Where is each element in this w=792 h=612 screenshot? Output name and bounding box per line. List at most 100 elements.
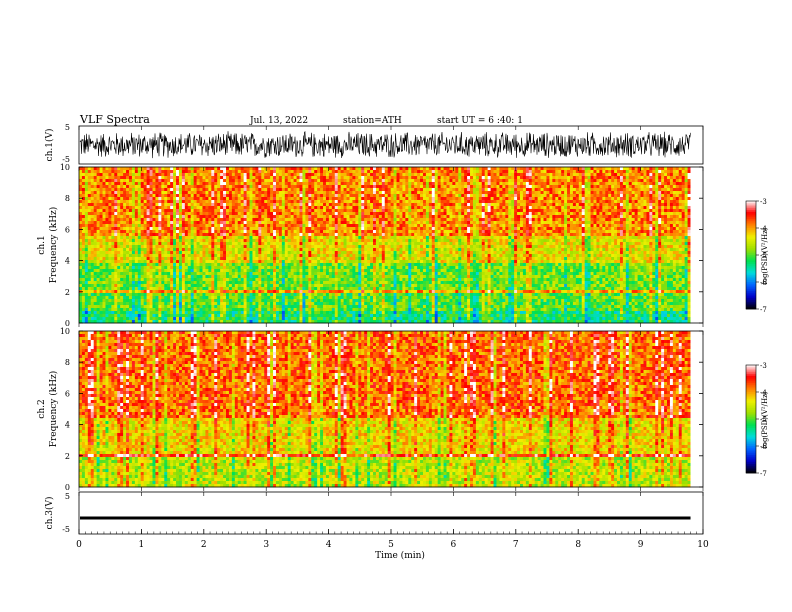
spectrogram-cell (249, 224, 253, 228)
spectrogram-cell (434, 185, 439, 189)
spectrogram-cell (111, 236, 115, 240)
spectrogram-cell (281, 230, 286, 234)
spectrogram-cell (611, 182, 615, 186)
spectrogram-cell (320, 209, 324, 213)
spectrogram-cell (87, 212, 92, 216)
spectrogram-cell (552, 236, 556, 240)
spectrogram-cell (596, 191, 600, 195)
spectrogram-cell (199, 218, 203, 222)
spectrogram-cell (617, 224, 621, 228)
spectrogram-cell (96, 224, 100, 228)
spectrogram-cell (617, 197, 621, 201)
spectrogram-cell (317, 185, 321, 189)
spectrogram-cell (320, 173, 324, 177)
spectrogram-cell (664, 188, 668, 192)
spectrogram-cell (672, 188, 677, 192)
spectrogram-cell (231, 176, 236, 180)
spectrogram-cell (572, 221, 577, 225)
spectrogram-cell (202, 218, 206, 222)
spectrogram-cell (672, 221, 677, 225)
spectrogram-cell (90, 176, 95, 180)
spectrogram-cell (367, 233, 371, 237)
spectrogram-cell (681, 209, 686, 213)
spectrogram-cell (458, 173, 462, 177)
spectrogram-cell (170, 215, 174, 219)
spectrogram-cell (337, 215, 342, 219)
spectrogram-cell (131, 209, 136, 213)
spectrogram-cell (669, 212, 674, 216)
spectrogram-cell (549, 230, 553, 234)
spectrogram-cell (658, 200, 662, 204)
spectrogram-cell (158, 236, 162, 240)
spectrogram-cell (211, 215, 215, 219)
spectrogram-cell (255, 188, 259, 192)
spectrogram-cell (317, 170, 321, 174)
spectrogram-cell (617, 218, 621, 222)
spectrogram-cell (508, 215, 512, 219)
spectrogram-cell (561, 209, 565, 213)
spectrogram-cell (270, 209, 274, 213)
spectrogram-cell (155, 176, 159, 180)
spectrogram-cell (305, 194, 309, 198)
spectrogram-cell (669, 167, 674, 171)
spectrogram-cell (264, 191, 268, 195)
spectrogram-cell (387, 176, 392, 180)
spectrogram-cell (402, 185, 406, 189)
spectrogram-cell (552, 212, 556, 216)
spectrogram-cell (417, 185, 421, 189)
spectrogram-cell (452, 194, 456, 198)
spectrogram-cell (375, 215, 380, 219)
spectrogram-cell (237, 218, 242, 222)
spectrogram-cell (649, 173, 653, 177)
spectrogram-cell (534, 224, 539, 228)
spectrogram-cell (231, 194, 236, 198)
spectrogram-cell (464, 236, 468, 240)
spectrogram-cell (390, 188, 394, 192)
spectrogram-cell (352, 218, 356, 222)
spectrogram-cell (208, 227, 212, 231)
spectrogram-cell (487, 176, 491, 180)
spectrogram-cell (667, 206, 671, 210)
spectrogram-cell (193, 176, 197, 180)
spectrogram-cell (105, 233, 109, 237)
spectrogram-cell (564, 170, 568, 174)
spectrogram-cell (311, 185, 315, 189)
spectrogram-cell (490, 197, 494, 201)
spectrogram-cell (208, 185, 212, 189)
spectrogram-cell (687, 191, 691, 195)
spectrogram-cell (87, 197, 92, 201)
spectrogram-cell (569, 194, 574, 198)
spectrogram-cell (234, 179, 239, 183)
spectrogram-cell (464, 215, 468, 219)
spectrogram-cell (402, 230, 406, 234)
spectrogram-cell (361, 209, 365, 213)
spectrogram-cell (81, 221, 86, 225)
spectrogram-cell (481, 209, 486, 213)
spectrogram-cell (619, 233, 624, 237)
spectrogram-cell (575, 212, 580, 216)
spectrogram-cell (178, 215, 183, 219)
spectrogram-cell (158, 209, 162, 213)
spectrogram-cell (231, 203, 236, 207)
spectrogram-cell (437, 185, 442, 189)
spectrogram-cell (675, 179, 680, 183)
spectrogram-cell (281, 176, 286, 180)
spectrogram-cell (170, 224, 174, 228)
spectrogram-cell (675, 191, 680, 195)
spectrogram-cell (522, 200, 527, 204)
spectrogram-cell (296, 233, 300, 237)
spectrogram-cell (355, 176, 359, 180)
spectrogram-cell (252, 167, 256, 171)
spectrogram-cell (475, 227, 480, 231)
spectrogram-cell (131, 194, 136, 198)
spectrogram-cell (652, 236, 656, 240)
spectrogram-cell (140, 170, 145, 174)
spectrogram-cell (587, 179, 591, 183)
spectrogram-cell (217, 170, 221, 174)
spectrogram-cell (611, 191, 615, 195)
spectrogram-cell (373, 227, 377, 231)
spectrogram-cell (264, 230, 268, 234)
spectrogram-cell (652, 188, 656, 192)
spectrogram-cell (237, 170, 242, 174)
spectrogram-cell (667, 176, 671, 180)
